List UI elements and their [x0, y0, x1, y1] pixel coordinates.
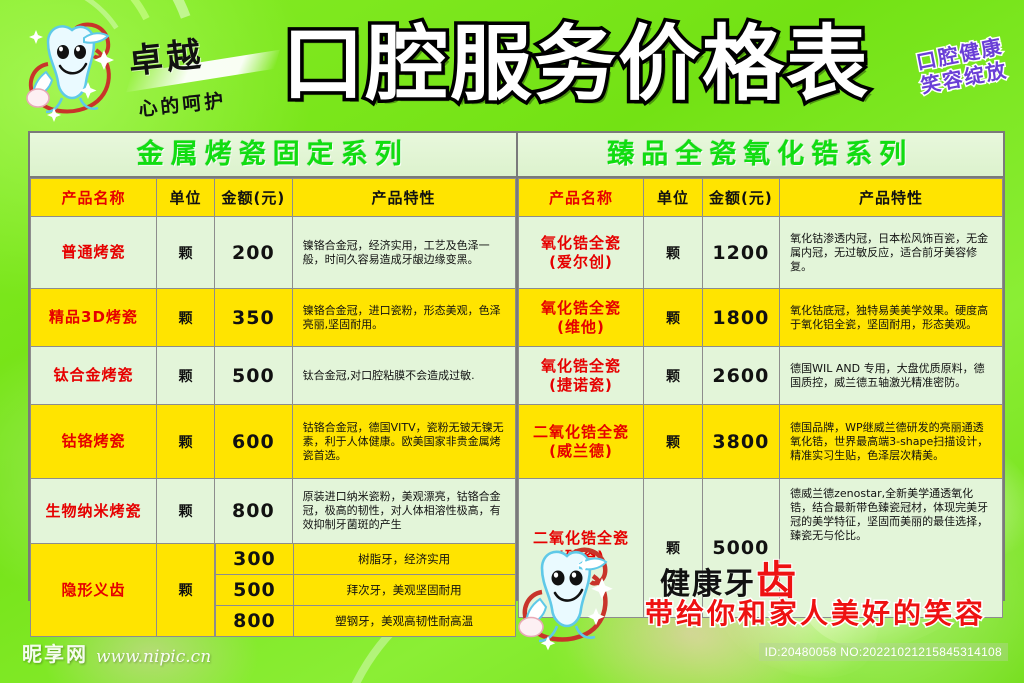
table-row: 500 拜次牙，美观坚固耐用	[215, 574, 515, 606]
col-header-desc: 产品特性	[779, 178, 1003, 217]
cell-price: 500	[215, 574, 294, 606]
cell-description: 钛合金冠,对口腔粘膜不会造成过敏.	[291, 346, 516, 405]
cell-unit: 颗	[643, 216, 703, 289]
price-tables: 金属烤瓷固定系列 产品名称 单位 金额(元) 产品特性 普通烤瓷 颗 200	[28, 131, 1005, 637]
page-title: 口腔服务价格表	[278, 17, 871, 112]
table-row: 300 树脂牙，经济实用	[215, 544, 515, 575]
right-price-table: 产品名称 单位 金额(元) 产品特性 氧化锆全瓷 (爱尔创) 颗 1200 氧化…	[517, 178, 1004, 618]
col-header-name: 产品名称	[30, 178, 157, 217]
cell-price: 350	[214, 288, 293, 347]
cell-price: 800	[215, 605, 294, 636]
image-id-label: ID:20480058 NO:20221021215845314108	[758, 643, 1008, 661]
cell-unit: 颗	[155, 216, 216, 289]
watermark-url: www.nipic.cn	[96, 647, 212, 667]
table-header-row: 产品名称 单位 金额(元) 产品特性	[30, 178, 516, 217]
cell-unit: 颗	[155, 543, 216, 637]
right-section-title: 臻品全瓷氧化锆系列	[517, 133, 1003, 178]
cell-unit: 颗	[643, 346, 703, 405]
col-header-desc: 产品特性	[291, 178, 516, 217]
cell-description: 德国品牌，WP继威兰德研发的亮丽通透氧化锆，世界最高端3-shape扫描设计，精…	[779, 404, 1003, 479]
cell-product-name: 钴铬烤瓷	[30, 404, 157, 479]
promo-line-1: 健康牙齿	[660, 548, 798, 606]
table-row: 二氧化锆全瓷 (威兰德) 颗 3800 德国品牌，WP继威兰德研发的亮丽通透氧化…	[517, 404, 1003, 479]
tooth-mascot-icon	[26, 22, 114, 122]
cell-product-name: 普通烤瓷	[30, 216, 157, 289]
promo-line-2: 带给你和家人美好的笑容	[643, 596, 987, 632]
left-price-table: 产品名称 单位 金额(元) 产品特性 普通烤瓷 颗 200 镍铬合金冠，经济实用…	[30, 178, 516, 637]
cell-price: 1800	[701, 288, 781, 347]
cell-product-name: 氧化锆全瓷 (爱尔创)	[517, 216, 645, 289]
brand-sub-text: 心的呵护	[137, 89, 228, 121]
cell-description: 氧化钴渗透内冠，日本松风饰百瓷，无金属内冠，无过敏反应，适合前牙美容修复。	[779, 216, 1003, 289]
cell-description: 拜次牙，美观坚固耐用	[292, 574, 515, 606]
cell-unit: 颗	[155, 288, 216, 347]
cell-product-name: 氧化锆全瓷 (捷诺瓷)	[517, 346, 645, 405]
table-header-row: 产品名称 单位 金额(元) 产品特性	[517, 178, 1003, 217]
denture-subtable: 300 树脂牙，经济实用 500 拜次牙，美观坚固耐用 800	[215, 544, 515, 636]
cell-product-name: 氧化锆全瓷 (维他)	[517, 288, 645, 347]
col-header-price: 金额(元)	[701, 178, 781, 217]
table-row: 生物纳米烤瓷 颗 800 原装进口纳米瓷粉，美观漂亮，钴铬合金冠，极高的韧性，对…	[30, 478, 516, 544]
promo-block: 健康牙齿 带给你和家人美好的笑容	[505, 540, 1005, 651]
cell-price: 2600	[701, 346, 781, 405]
cell-description: 原装进口纳米瓷粉，美观漂亮，钴铬合金冠，极高的韧性，对人体相溶性极高，有效抑制牙…	[291, 478, 516, 544]
cell-description: 德国WIL AND 专用，大盘优质原料，德国质控，威兰德五轴激光精准密防。	[779, 346, 1003, 405]
tooth-mascot-icon	[518, 547, 613, 651]
col-header-price: 金额(元)	[214, 178, 293, 217]
cell-description: 镍铬合金冠，进口瓷粉，形态美观，色泽亮丽,坚固耐用。	[291, 288, 516, 347]
col-header-unit: 单位	[155, 178, 216, 217]
table-row: 钛合金烤瓷 颗 500 钛合金冠,对口腔粘膜不会造成过敏.	[30, 346, 516, 405]
cell-unit: 颗	[643, 404, 703, 479]
brand-main-text: 卓越	[126, 34, 207, 83]
cell-unit: 颗	[155, 346, 216, 405]
table-row: 800 塑钢牙，美观高韧性耐高温	[215, 605, 515, 636]
brand-block: 卓越 心的呵护	[127, 26, 288, 121]
poster-header: 卓越 心的呵护 口腔服务价格表 口腔健康 笑容绽放	[0, 0, 1024, 128]
cell-unit: 颗	[155, 404, 216, 479]
cell-price: 3800	[701, 404, 781, 479]
cell-unit: 颗	[155, 478, 216, 544]
cell-product-name: 精品3D烤瓷	[30, 288, 157, 347]
cell-price: 5000	[701, 478, 781, 618]
promo-line-1-plain: 健康牙	[660, 567, 756, 602]
table-row: 钴铬烤瓷 颗 600 钴铬合金冠，德国VITV，瓷粉无铍无镍无素，利于人体健康。…	[30, 404, 516, 479]
left-price-panel: 金属烤瓷固定系列 产品名称 单位 金额(元) 产品特性 普通烤瓷 颗 200	[30, 133, 518, 637]
cell-description: 氧化钴底冠，独特易美美学效果。硬度高于氧化铝全瓷，坚固耐用，形态美观。	[779, 288, 1003, 347]
right-price-panel: 臻品全瓷氧化锆系列 产品名称 单位 金额(元) 产品特性 氧化锆全瓷 (爱尔创)…	[517, 133, 1003, 618]
cell-description: 镍铬合金冠，经济实用，工艺及色泽一般，时间久容易造成牙龈边缘变黑。	[291, 216, 516, 289]
cell-price: 300	[215, 544, 294, 575]
cell-description: 钴铬合金冠，德国VITV，瓷粉无铍无镍无素，利于人体健康。欧美国家非贵金属烤瓷首…	[291, 404, 516, 479]
header-slogan: 口腔健康 笑容绽放	[913, 33, 1012, 100]
table-row: 普通烤瓷 颗 200 镍铬合金冠，经济实用，工艺及色泽一般，时间久容易造成牙龈边…	[30, 216, 516, 289]
cell-product-name: 隐形义齿	[30, 543, 157, 637]
promo-line-1-highlight: 齿	[755, 557, 798, 605]
cell-description: 树脂牙，经济实用	[292, 544, 515, 575]
table-row-invisible-denture: 隐形义齿 颗 300 树脂牙，经济实用	[30, 543, 516, 637]
table-row: 氧化锆全瓷 (爱尔创) 颗 1200 氧化钴渗透内冠，日本松风饰百瓷，无金属内冠…	[517, 216, 1003, 289]
cell-unit: 颗	[643, 288, 703, 347]
col-header-name: 产品名称	[517, 178, 645, 217]
cell-price: 500	[214, 346, 293, 405]
watermark-site-name: 昵享网	[22, 642, 88, 666]
cell-unit: 颗	[643, 478, 703, 618]
cell-product-name: 钛合金烤瓷	[30, 346, 157, 405]
cell-price: 800	[214, 478, 293, 544]
denture-subtable-container: 300 树脂牙，经济实用 500 拜次牙，美观坚固耐用 800	[214, 543, 516, 637]
cell-product-name: 二氧化锆全瓷 (威兰德)	[517, 404, 645, 479]
cell-price: 200	[214, 216, 293, 289]
table-row: 精品3D烤瓷 颗 350 镍铬合金冠，进口瓷粉，形态美观，色泽亮丽,坚固耐用。	[30, 288, 516, 347]
left-section-title: 金属烤瓷固定系列	[30, 133, 516, 178]
cell-product-name: 生物纳米烤瓷	[30, 478, 157, 544]
cell-price: 1200	[701, 216, 781, 289]
site-watermark: 昵享网 www.nipic.cn	[22, 638, 211, 667]
col-header-unit: 单位	[643, 178, 703, 217]
table-row: 氧化锆全瓷 (捷诺瓷) 颗 2600 德国WIL AND 专用，大盘优质原料，德…	[517, 346, 1003, 405]
table-row: 氧化锆全瓷 (维他) 颗 1800 氧化钴底冠，独特易美美学效果。硬度高于氧化铝…	[517, 288, 1003, 347]
cell-price: 600	[214, 404, 293, 479]
cell-description: 塑钢牙，美观高韧性耐高温	[292, 605, 515, 636]
cell-description: 德威兰德zenostar,全新美学通透氧化锆，结合最新带色臻瓷冠材，体现完美牙冠…	[779, 478, 1003, 618]
